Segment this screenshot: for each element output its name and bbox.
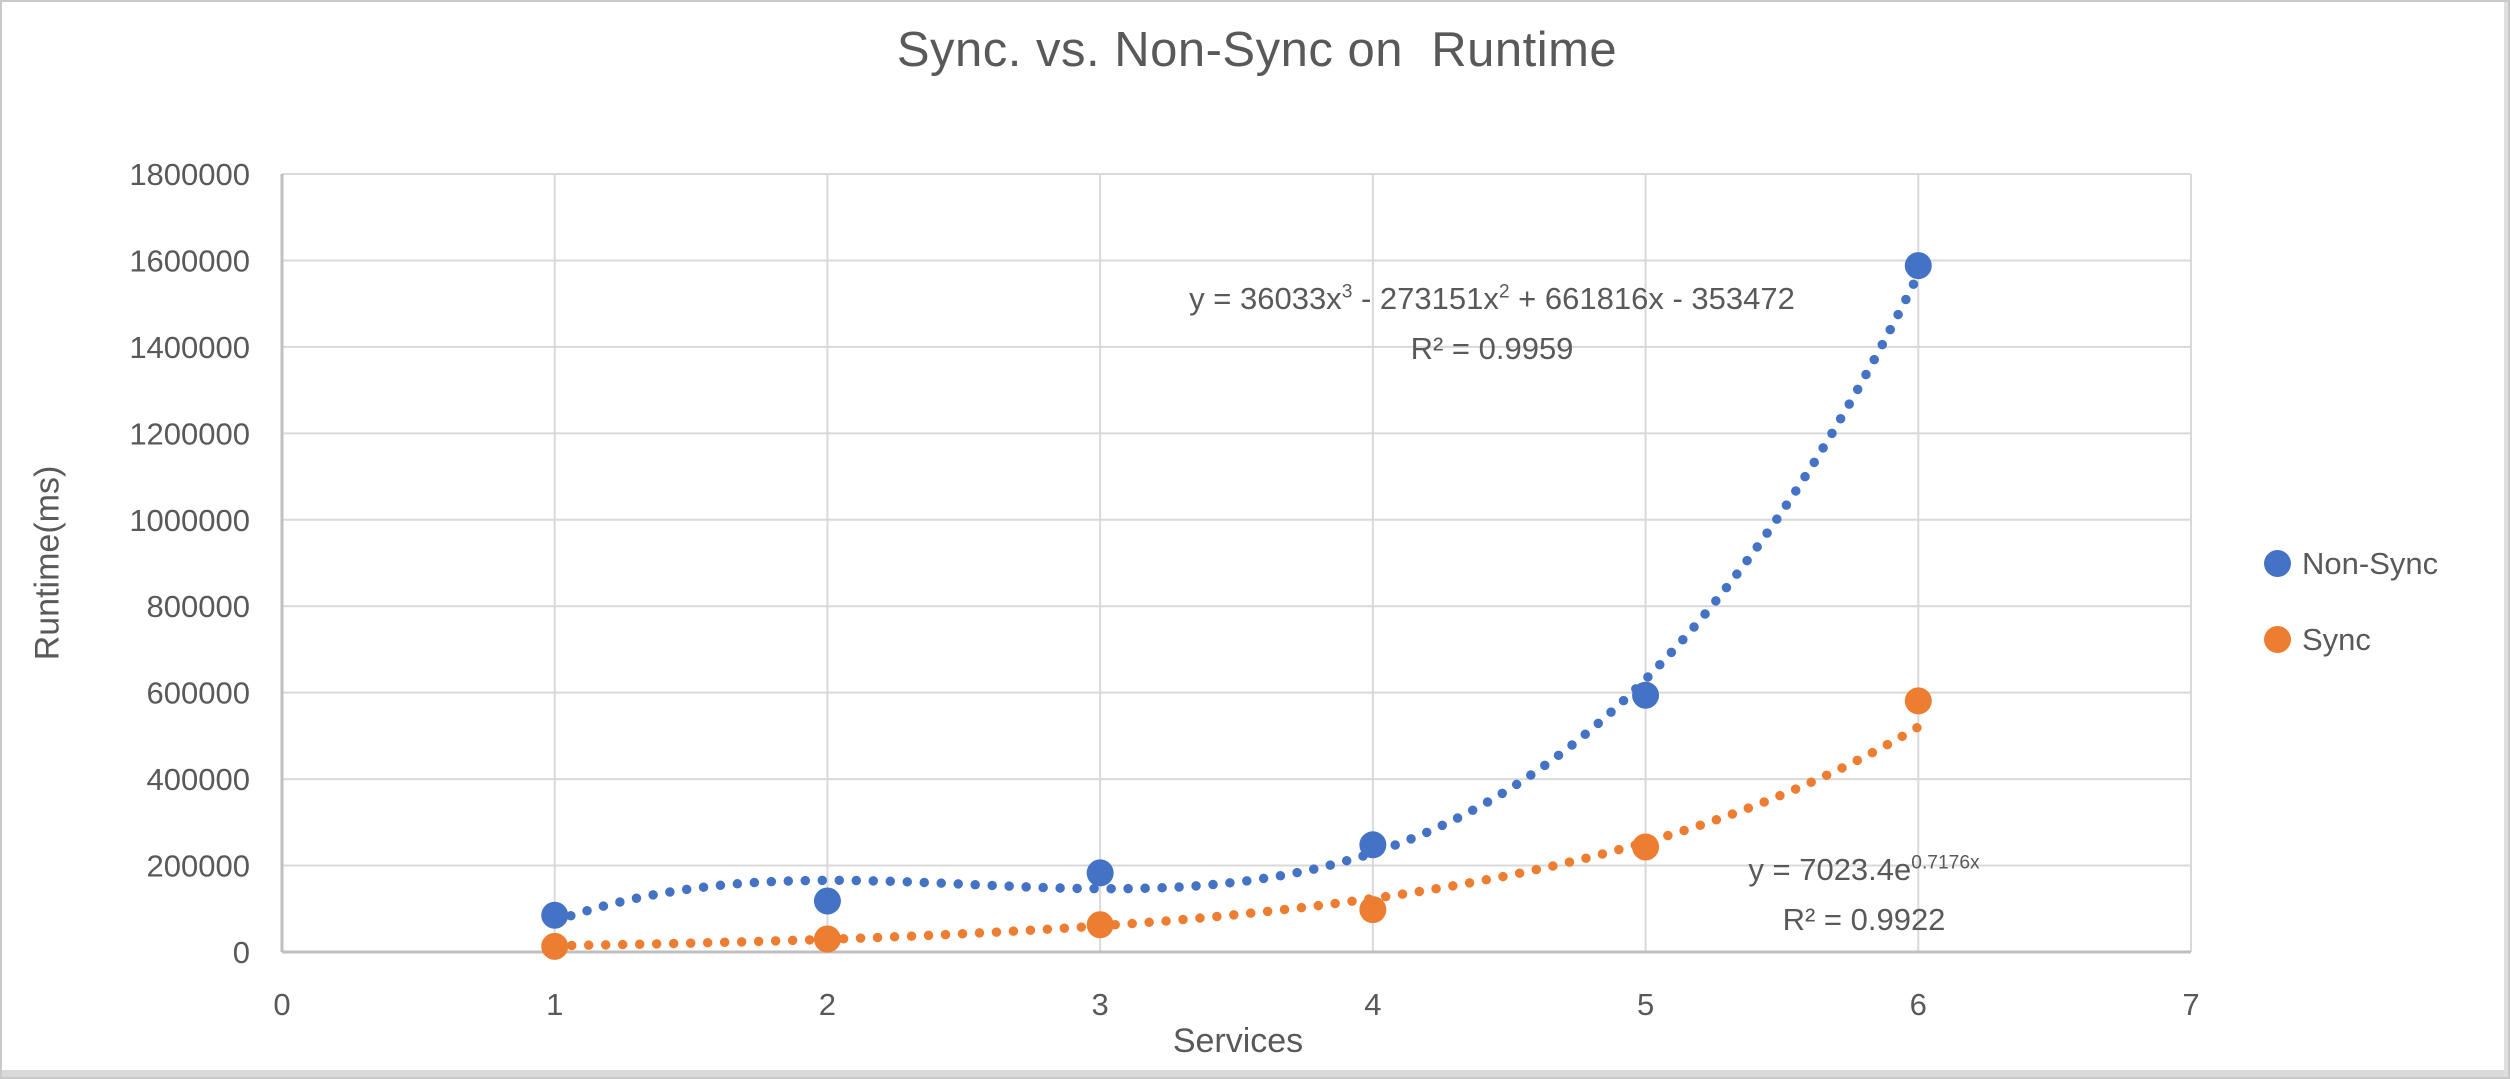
- data-point-non-sync: [1904, 252, 1932, 280]
- equation-text: + 661816x - 353472: [1509, 281, 1795, 316]
- equation-text: R² = 0.9959: [1410, 331, 1574, 366]
- data-point-sync: [1904, 687, 1932, 715]
- equation-text: - 273151x: [1352, 281, 1499, 316]
- x-tick-label: 2: [819, 987, 836, 1022]
- chart-title: Sync. vs. Non-Sync on Runtime: [896, 23, 1618, 77]
- trendline-non-sync: [549, 269, 1924, 926]
- x-tick-label: 3: [1092, 987, 1109, 1022]
- legend-item-non-sync: Non-Sync: [2264, 545, 2438, 582]
- y-tick-label: 1600000: [129, 243, 250, 278]
- legend-marker-non-sync-icon: [2264, 550, 2291, 577]
- y-tick-label: 1400000: [129, 330, 250, 365]
- data-point-sync: [813, 925, 841, 953]
- x-tick-label: 0: [273, 987, 290, 1022]
- data-point-non-sync: [1632, 681, 1660, 709]
- non-sync-trendline-equation: y = 36033x3 - 273151x2 + 661816x - 35347…: [1189, 274, 1795, 374]
- equation-text: R² = 0.9922: [1782, 902, 1946, 937]
- y-tick-label: 200000: [147, 849, 250, 884]
- y-tick-label: 0: [233, 935, 250, 970]
- legend: Non-Sync Sync: [2264, 545, 2438, 658]
- y-tick-label: 1800000: [129, 157, 250, 192]
- equation-text: y = 7023.4e: [1748, 852, 1912, 887]
- x-tick-label: 4: [1364, 987, 1381, 1022]
- x-tick-label: 6: [1910, 987, 1927, 1022]
- y-tick-label: 800000: [147, 589, 250, 624]
- x-tick-label: 7: [2182, 987, 2199, 1022]
- sync-trendline-equation: y = 7023.4e0.7176x R² = 0.9922: [1748, 845, 1979, 945]
- legend-item-sync: Sync: [2264, 621, 2438, 658]
- y-tick-label: 1200000: [129, 416, 250, 451]
- y-tick-label: 1000000: [129, 503, 250, 538]
- data-point-non-sync: [1359, 831, 1387, 859]
- window-bottom-edge: [2, 1070, 2508, 1077]
- data-point-sync: [1086, 911, 1114, 939]
- trendline-sync: [549, 722, 1924, 951]
- x-tick-label: 1: [546, 987, 563, 1022]
- data-point-non-sync: [541, 901, 569, 929]
- x-axis-title: Services: [1172, 1022, 1304, 1060]
- legend-label-sync: Sync: [2302, 621, 2371, 657]
- data-point-sync: [541, 932, 569, 960]
- data-point-sync: [1632, 833, 1660, 861]
- data-point-non-sync: [1086, 859, 1114, 887]
- equation-text: y = 36033x: [1189, 281, 1342, 316]
- data-point-non-sync: [813, 887, 841, 915]
- legend-marker-sync-icon: [2264, 626, 2291, 653]
- equation-superscript: 0.7176x: [1911, 852, 1980, 874]
- legend-label-non-sync: Non-Sync: [2302, 545, 2439, 581]
- x-tick-label: 5: [1637, 987, 1654, 1022]
- window-right-edge: [2504, 2, 2508, 1077]
- equation-superscript: 2: [1498, 281, 1510, 303]
- y-tick-label: 400000: [147, 762, 250, 797]
- y-tick-label: 600000: [147, 676, 250, 711]
- equation-superscript: 3: [1341, 281, 1353, 303]
- data-point-sync: [1359, 896, 1387, 924]
